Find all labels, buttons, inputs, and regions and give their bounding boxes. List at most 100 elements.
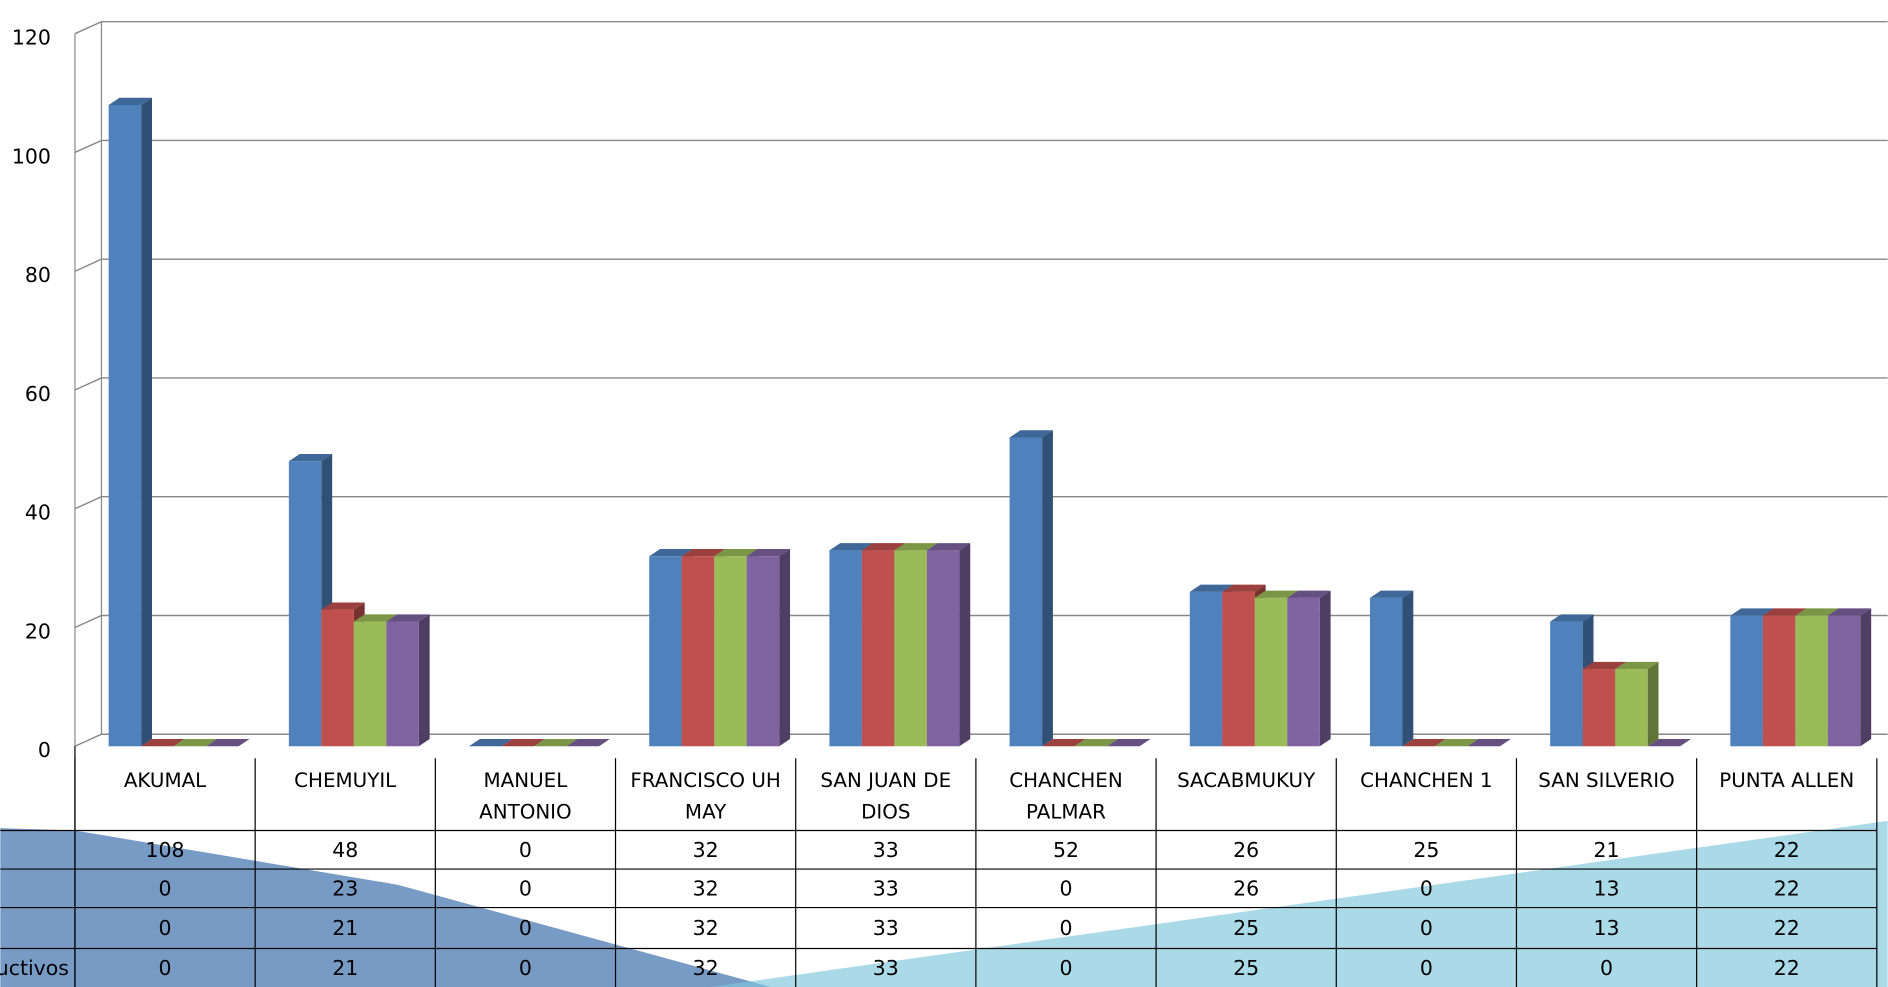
x-tick-label: MANUEL ANTONIO [435, 758, 615, 830]
table-value: 25 [1233, 916, 1259, 940]
bar [1370, 591, 1413, 747]
category-cell: MANUEL ANTONIO [435, 758, 615, 830]
bar-front [289, 461, 321, 746]
y-tick-label: 0 [38, 738, 51, 762]
bar-side [1860, 608, 1871, 746]
x-tick-label: SAN JUAN DE DIOS [796, 758, 976, 830]
table-value: 22 [1774, 956, 1800, 980]
y-tick-label: 100 [12, 144, 51, 168]
bar-front [1010, 437, 1042, 746]
table-value: 33 [873, 838, 899, 862]
table-value: 21 [332, 956, 358, 980]
table-value: 52 [1053, 838, 1079, 862]
page: {"chart_data": {"type": "bar", "categori… [0, 0, 1888, 987]
category-cell: AKUMAL [75, 758, 255, 830]
x-tick-label: CHEMUYIL [255, 758, 435, 830]
x-tick-label: AKUMAL [75, 758, 255, 830]
table-value: 48 [332, 838, 358, 862]
bar-front [1550, 622, 1582, 747]
grid-line [75, 259, 1888, 271]
bar [1615, 662, 1658, 746]
table-value: 33 [873, 916, 899, 940]
bar-side [1402, 591, 1413, 747]
bar-side [1042, 430, 1053, 746]
x-tick-label: CHANCHEN 1 [1336, 758, 1516, 830]
bar-front [1730, 616, 1762, 747]
bar [1287, 591, 1330, 747]
bar-front [682, 556, 714, 746]
bar [927, 543, 970, 746]
category-cell: CHANCHEN PALMAR [976, 758, 1156, 830]
bar-front [1255, 598, 1287, 746]
x-tick-label: SACABMUKUY [1156, 758, 1336, 830]
table-value: 32 [693, 877, 719, 901]
bar-front [386, 622, 418, 747]
table-value: 0 [1420, 877, 1433, 901]
table-value: 25 [1413, 838, 1439, 862]
legend-label: uctivos [0, 956, 69, 980]
bar [109, 98, 152, 747]
table-value: 26 [1233, 877, 1259, 901]
bar [386, 614, 429, 746]
table-value: 108 [146, 838, 185, 862]
grid-line [75, 22, 1888, 34]
table-value: 0 [1420, 916, 1433, 940]
category-cell: CHEMUYIL [255, 758, 435, 830]
table-value: 0 [1059, 916, 1072, 940]
table-value: 0 [159, 956, 172, 980]
y-tick-label: 20 [25, 619, 51, 643]
bar-front [894, 550, 926, 746]
bar-front [1763, 616, 1795, 747]
bar-front [649, 556, 681, 746]
bar-front [862, 550, 894, 746]
x-tick-label: SAN SILVERIO [1516, 758, 1696, 830]
bar-front [714, 556, 746, 746]
bar-front [109, 105, 141, 746]
table-value: 0 [519, 916, 532, 940]
bar [1828, 608, 1871, 746]
table-value: 25 [1233, 956, 1259, 980]
bar-front [747, 556, 779, 746]
category-cell: PUNTA ALLEN [1697, 758, 1877, 830]
table-value: 23 [332, 877, 358, 901]
bar-front [1222, 592, 1254, 746]
bar-front [1615, 669, 1647, 746]
grid-line [75, 140, 1888, 152]
grid-line [75, 378, 1888, 390]
bar-front [321, 610, 353, 747]
category-cell: SAN JUAN DE DIOS [796, 758, 976, 830]
table-value: 32 [693, 916, 719, 940]
y-tick-label: 40 [25, 501, 51, 525]
bar-front [927, 550, 959, 746]
table-value: 32 [693, 956, 719, 980]
category-cell: SAN SILVERIO [1516, 758, 1696, 830]
table-value: 0 [1420, 956, 1433, 980]
bar-front [1828, 616, 1860, 747]
table-value: 0 [1059, 956, 1072, 980]
grid-line [75, 497, 1888, 509]
x-tick-label: PUNTA ALLEN [1697, 758, 1877, 830]
bar-front [1583, 669, 1615, 746]
x-tick-label: FRANCISCO UH MAY [616, 758, 796, 830]
y-tick-label: 60 [25, 382, 51, 406]
table-value: 32 [693, 838, 719, 862]
table-value: 0 [519, 877, 532, 901]
category-cell: SACABMUKUY [1156, 758, 1336, 830]
category-cell: CHANCHEN 1 [1336, 758, 1516, 830]
bar-front [1795, 616, 1827, 747]
chart: 020406080100120AKUMALCHEMUYILMANUEL ANTO… [0, 0, 1888, 987]
bar-side [959, 543, 970, 746]
table-value: 33 [873, 956, 899, 980]
bar-front [354, 622, 386, 747]
y-tick-label: 120 [12, 26, 51, 50]
category-cell: FRANCISCO UH MAY [616, 758, 796, 830]
table-value: 0 [1059, 877, 1072, 901]
bar [747, 549, 790, 746]
bar [1010, 430, 1053, 746]
table-value: 26 [1233, 838, 1259, 862]
table-value: 21 [1594, 838, 1620, 862]
table-value: 13 [1594, 877, 1620, 901]
bar-front [1287, 598, 1319, 746]
bar-side [779, 549, 790, 746]
table-value: 0 [1600, 956, 1613, 980]
